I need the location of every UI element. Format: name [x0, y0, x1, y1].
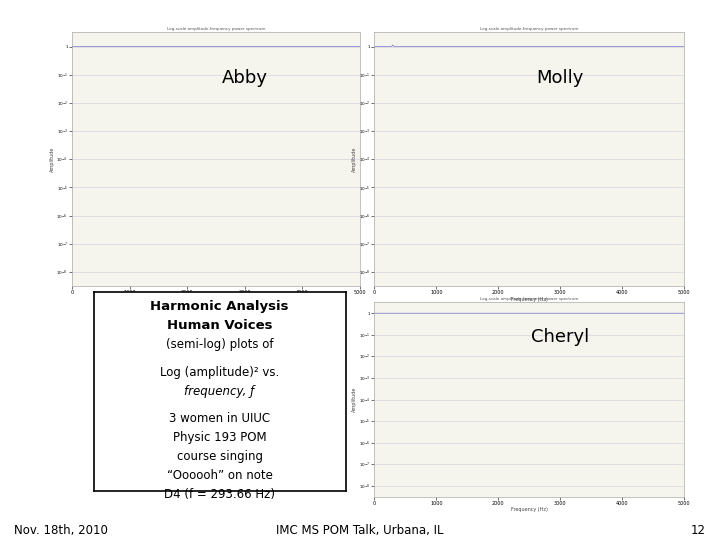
Title: Log-scale amplitude-frequency power spectrum: Log-scale amplitude-frequency power spec… [167, 26, 265, 31]
Text: 3 women in UIUC: 3 women in UIUC [169, 413, 270, 426]
Text: frequency, ƒ: frequency, ƒ [184, 384, 255, 397]
Text: Nov. 18th, 2010: Nov. 18th, 2010 [14, 524, 108, 537]
Text: Abby: Abby [222, 69, 268, 87]
X-axis label: Frequency (Hz): Frequency (Hz) [510, 508, 548, 512]
Text: “Oooooh” on note: “Oooooh” on note [166, 469, 273, 482]
Title: Log-scale amplitude-frequency power spectrum: Log-scale amplitude-frequency power spec… [480, 26, 578, 31]
Text: course singing: course singing [176, 450, 263, 463]
Text: IMC MS POM Talk, Urbana, IL: IMC MS POM Talk, Urbana, IL [276, 524, 444, 537]
Text: Physic 193 POM: Physic 193 POM [173, 431, 266, 444]
Text: Cheryl: Cheryl [531, 328, 589, 346]
Y-axis label: Amplitude: Amplitude [50, 147, 55, 172]
Text: Harmonic Analysis: Harmonic Analysis [150, 300, 289, 313]
X-axis label: Frequency (Hz): Frequency (Hz) [510, 297, 548, 302]
Text: (semi-log) plots of: (semi-log) plots of [166, 338, 274, 350]
Title: Log-scale amplitude-frequency power spectrum: Log-scale amplitude-frequency power spec… [480, 296, 578, 301]
Text: Molly: Molly [536, 69, 584, 87]
Text: D4 (f = 293.66 Hz): D4 (f = 293.66 Hz) [164, 488, 275, 502]
X-axis label: Frequency (Hz): Frequency (Hz) [197, 297, 235, 302]
Text: 12: 12 [690, 524, 706, 537]
Y-axis label: Amplitude: Amplitude [352, 387, 357, 412]
Y-axis label: Amplitude: Amplitude [352, 147, 357, 172]
Text: Log (amplitude)² vs.: Log (amplitude)² vs. [160, 366, 279, 379]
Text: Human Voices: Human Voices [167, 319, 272, 332]
